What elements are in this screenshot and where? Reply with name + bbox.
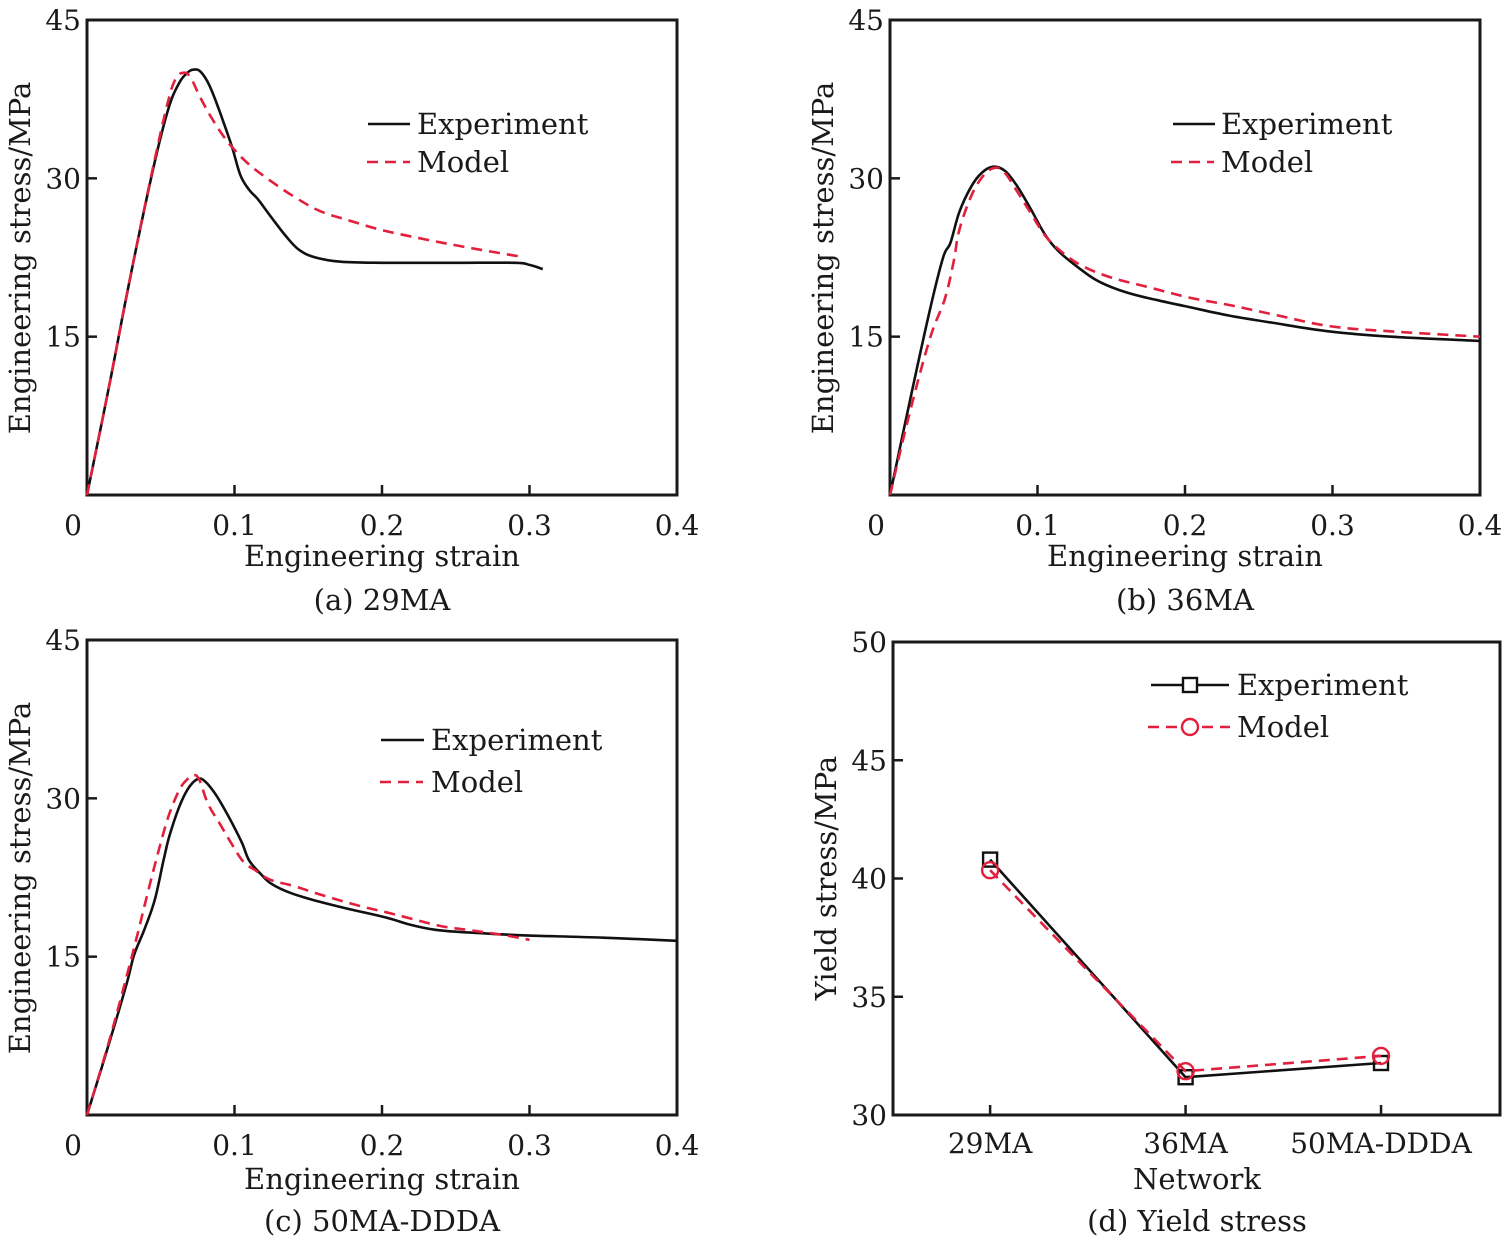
y-tick-labels: 15 30 45 [45,4,81,354]
series-line-model [85,71,520,496]
plot-frame [891,640,1502,1117]
x-tick-label: 0 [64,1129,82,1162]
plot-frame [85,638,679,1117]
panel-c-50ma-ddda: 15 30 45 0 0.1 0.2 0.3 0.4 Engineering stress/… [3,624,699,1238]
series-group [980,851,1391,1086]
y-tick-label: 35 [851,981,887,1014]
x-tick-label: 0.2 [360,1129,405,1162]
data-point-model [1371,1046,1391,1066]
data-point-model [1176,1061,1195,1081]
legend-experiment-label: Experiment [417,107,589,141]
panel-caption: (c) 50MA-DDDA [264,1204,501,1238]
x-tick-label: 50MA-DDDA [1290,1127,1472,1160]
x-axis-label: Engineering strain [244,539,520,573]
x-tick-label: 0.1 [1015,509,1060,542]
y-axis-label: Yield stress/MPa [809,756,843,1001]
y-tick-label: 40 [851,863,887,896]
x-tick-label: 0.4 [655,509,700,542]
series-line-experiment [85,777,678,1116]
series-line-experiment [989,858,1382,1079]
y-axis-label: Engineering stress/MPa [806,82,840,435]
x-tick-labels: 29MA 36MA 50MA-DDDA [948,1127,1473,1160]
x-tick-label: 0.1 [212,1129,257,1162]
panel-a-29ma: 15 30 45 0 0.1 0.2 0.3 0.4 Engineering stress/… [3,4,699,617]
legend-experiment-label: Experiment [1221,107,1393,141]
series-line-experiment [888,165,1481,496]
y-tick-label: 15 [848,321,884,354]
x-axis-label: Engineering strain [244,1162,520,1196]
x-tick-label: 0.4 [655,1129,700,1162]
legend: Experiment Model [367,107,589,179]
x-tick-label: 0.3 [1310,509,1355,542]
y-tick-label: 15 [45,941,81,974]
panel-d-yield-stress: 30 35 40 45 50 29MA 36MA 50MA-DDDA Yield stres… [809,626,1502,1238]
y-tick-labels: 30 35 40 45 50 [851,626,887,1132]
x-tick-labels: 0 0.1 0.2 0.3 0.4 [64,509,699,542]
series-line-model [85,773,530,1116]
x-tick-label: 0 [64,509,82,542]
series-group [85,773,678,1116]
x-tick-label: 0.1 [212,509,257,542]
y-tick-label: 15 [45,321,81,354]
ticks [87,797,531,1115]
legend-experiment-label: Experiment [431,723,603,757]
legend-model-label: Model [431,765,523,799]
legend: Experiment Model [1171,107,1393,179]
legend-circle-marker-icon [1180,717,1200,737]
series-group [85,68,544,496]
x-tick-label: 0.3 [507,509,552,542]
data-point-model [980,861,1000,880]
ticks [890,177,1334,495]
plot-frame [888,18,1482,497]
legend-model-label: Model [417,145,509,179]
legend-square-marker-icon [1181,676,1199,694]
ticks [893,759,1383,1115]
data-point-experiment [981,851,999,868]
x-tick-labels: 0 0.1 0.2 0.3 0.4 [867,509,1502,542]
x-tick-labels: 0 0.1 0.2 0.3 0.4 [64,1129,699,1162]
x-axis-label: Network [1133,1162,1261,1196]
x-tick-label: 0.4 [1458,509,1503,542]
panel-caption: (b) 36MA [1116,583,1255,617]
x-tick-label: 0 [867,509,885,542]
x-tick-label: 29MA [948,1127,1033,1160]
panel-caption: (a) 29MA [314,583,452,617]
x-tick-label: 0.3 [507,1129,552,1162]
legend-model-label: Model [1237,710,1329,744]
y-tick-label: 30 [851,1099,887,1132]
y-tick-label: 50 [851,626,887,659]
ticks [87,177,531,495]
x-tick-label: 36MA [1143,1127,1228,1160]
panel-b-36ma: 15 30 45 0 0.1 0.2 0.3 0.4 Engineering stress/… [806,4,1502,617]
y-tick-labels: 15 30 45 [45,624,81,974]
x-tick-label: 0.2 [360,509,405,542]
y-tick-labels: 15 30 45 [848,4,884,354]
legend-experiment-label: Experiment [1237,668,1409,702]
series-line-model [888,166,1481,496]
panel-caption: (d) Yield stress [1087,1204,1307,1238]
x-tick-label: 0.2 [1163,509,1208,542]
y-tick-label: 30 [45,782,81,815]
legend-model-label: Model [1221,145,1313,179]
x-axis-label: Engineering strain [1047,539,1323,573]
series-group [888,165,1481,496]
y-axis-label: Engineering stress/MPa [3,702,37,1055]
y-tick-label: 30 [848,162,884,195]
y-tick-label: 45 [848,4,884,37]
legend: Experiment Model [380,723,603,799]
y-tick-label: 30 [45,162,81,195]
series-line-model [989,869,1382,1073]
y-tick-label: 45 [851,744,887,777]
y-axis-label: Engineering stress/MPa [3,82,37,435]
y-tick-label: 45 [45,4,81,37]
y-tick-label: 45 [45,624,81,657]
legend: Experiment Model [1148,668,1409,744]
